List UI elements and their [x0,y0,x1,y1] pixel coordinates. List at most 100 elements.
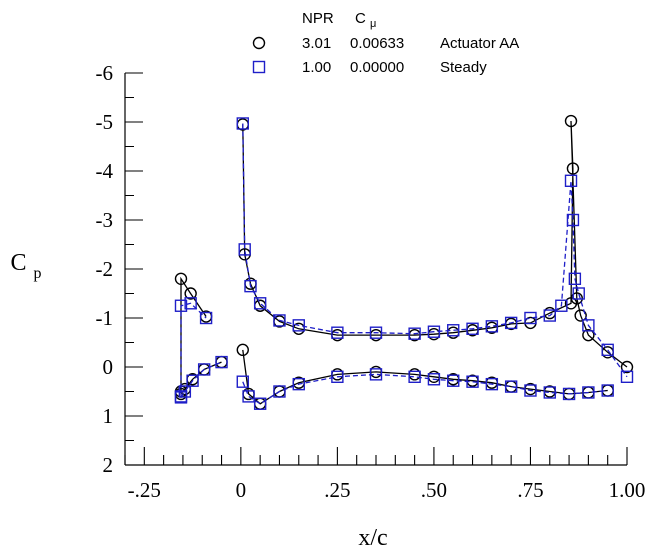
data-point-square [582,319,595,332]
data-point-square [524,311,537,325]
series-line [180,276,207,392]
data-point-square [466,322,479,335]
legend-header-cmu-main: C [355,10,366,27]
legend-cmu-value: 0.00000 [350,59,404,76]
x-tick-label: .75 [517,478,543,502]
series-layer [174,114,634,410]
data-point-square [408,327,421,340]
data-point-square [292,377,305,391]
series-actuator-aa [174,114,634,410]
data-point-square [543,386,556,399]
data-point-square [369,368,383,381]
data-point-square [184,297,197,310]
y-axis-title-sub: p [34,265,42,282]
data-point-square [566,213,580,227]
data-point-square [253,297,267,310]
data-point-square [568,272,582,285]
data-point-square [178,385,192,398]
data-point-square [485,377,499,391]
legend: NPR C μ 3.01 0.00633 Actuator AA 1.00 0.0000… [252,10,519,76]
data-point-square [331,370,344,383]
data-point-square [620,370,634,383]
data-point-square [427,373,441,386]
data-point-square [273,385,286,398]
legend-label: Actuator AA [440,35,519,52]
data-point-square [369,326,383,339]
y-tick-label: 2 [103,453,114,477]
legend-npr-value: 3.01 [302,35,331,52]
series-line [242,123,628,378]
legend-label: Steady [440,59,487,76]
x-tick-label: .25 [324,478,350,502]
data-point-circle [236,343,249,357]
legend-header-cmu: C μ [355,10,376,30]
data-point-square [601,343,614,357]
data-point-square [572,287,585,300]
data-point-square [197,363,211,376]
data-point-square [524,384,537,397]
data-point-circle [174,272,188,285]
data-point-square [186,374,199,387]
series-steady [174,117,634,410]
data-point-square [504,316,518,330]
data-point-square [447,324,460,337]
data-point-square [253,397,267,410]
data-point-square [242,390,255,403]
data-point-square [555,299,568,312]
legend-cmu-value: 0.00633 [350,35,404,52]
data-point-circle [574,309,587,322]
data-point-square [199,311,213,325]
series-line [242,373,608,405]
y-axis-title-main: C [10,250,26,276]
data-point-circle [184,287,197,300]
legend-header-npr: NPR [302,10,334,27]
data-point-circle [582,328,595,342]
data-point-square [244,279,257,293]
y-tick-label: -4 [96,159,114,183]
y-tick-label: 0 [103,355,114,379]
data-point-square [466,375,479,388]
series-line [180,302,207,397]
data-point-square [601,384,614,397]
x-tick-label: 0 [236,478,247,502]
legend-entry: 3.01 0.00633 Actuator AA [252,35,519,52]
data-point-circle [620,360,634,374]
legend-header-cmu-sub: μ [370,18,376,30]
series-line [242,120,628,368]
data-point-square [331,326,344,339]
data-point-square [582,386,595,399]
data-point-square [562,387,576,401]
axes: -6 -5 -4 -3 -2 -1 0 1 2 -.25 0 .25 .50 .75 1.00 [96,61,645,502]
data-point-square [504,380,518,393]
data-point-circle [215,355,228,369]
data-point-square [408,370,421,383]
x-axis-title: x/c [358,525,387,550]
axis-labels: x/c C p [10,250,387,550]
data-point-square [215,355,228,369]
x-tick-label: -.25 [128,478,161,502]
data-point-circle [252,36,266,50]
y-tick-label: -6 [96,61,114,85]
data-point-square [236,375,249,388]
y-tick-label: -2 [96,257,114,281]
data-point-square [292,319,305,332]
data-point-circle [566,162,580,175]
data-point-square [564,174,578,188]
data-point-square [273,314,286,327]
data-point-square [252,60,266,74]
data-point-circle [564,114,578,128]
data-point-square [427,325,441,338]
x-tick-label: .50 [421,478,447,502]
data-point-square [447,374,460,387]
x-tick-label: 1.00 [609,478,645,502]
y-tick-label: -1 [96,306,114,330]
y-axis-title: C p [10,250,41,282]
data-point-square [236,117,249,130]
data-point-square [174,299,188,312]
y-tick-label: 1 [103,404,114,428]
legend-entry: 1.00 0.00000 Steady [252,59,487,76]
data-point-square [543,309,556,322]
data-point-square [485,320,499,333]
legend-entries: 3.01 0.00633 Actuator AA 1.00 0.00000 Steady [252,35,519,76]
